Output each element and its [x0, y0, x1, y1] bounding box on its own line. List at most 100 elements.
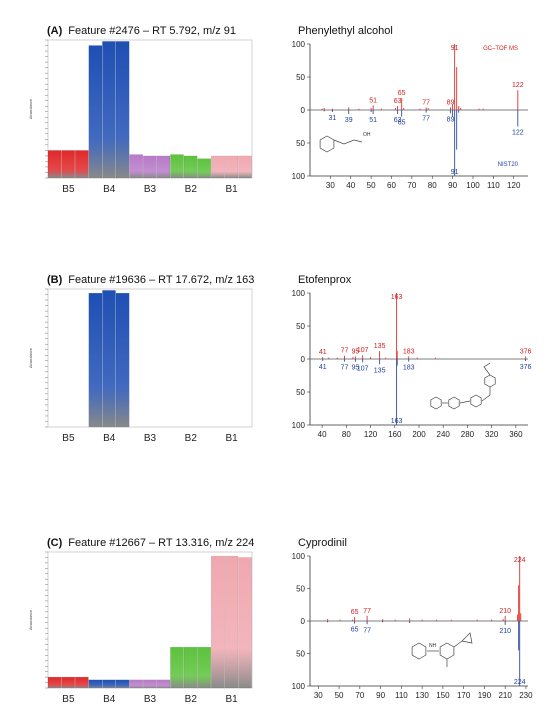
bar-b4	[102, 290, 116, 428]
bar-b5	[75, 676, 89, 689]
panel-c-compound: Cyprodinil	[298, 537, 347, 549]
x-tick-label: 30	[314, 691, 323, 700]
panel-a-letter: (A)	[47, 25, 63, 37]
bond-icon	[483, 362, 491, 376]
x-tick-label: 210	[498, 691, 512, 700]
bar-b1	[210, 555, 225, 689]
sample-peak-label: 77	[363, 608, 371, 615]
bar-b5	[75, 150, 89, 179]
y-tick-label: 100	[292, 682, 306, 691]
bar-b3	[142, 679, 157, 689]
bond-icon	[333, 139, 363, 145]
bar-b3	[156, 679, 171, 689]
bar-b2	[197, 158, 212, 179]
x-tick-label: 230	[519, 691, 533, 700]
bar-b4	[102, 41, 116, 179]
x-tick-label: 70	[355, 691, 364, 700]
bar-b2	[170, 646, 184, 689]
library-peak-label: 224	[514, 679, 526, 686]
sample-peak-label: 89	[447, 99, 455, 106]
x-tick-label: 280	[461, 430, 475, 439]
x-tick-label: 240	[437, 430, 451, 439]
bar-b4	[88, 45, 103, 179]
panel-b-feature: Feature #19636 – RT 17.672, m/z 163	[68, 274, 255, 286]
x-tick-label: 170	[457, 691, 471, 700]
bar-b1	[224, 155, 239, 179]
x-tick-label: 50	[335, 691, 344, 700]
y-tick-label: 100	[292, 552, 306, 561]
sample-peak-label: 122	[512, 82, 524, 89]
x-tick-label: 110	[487, 181, 500, 190]
y-tick-label: 50	[296, 139, 305, 148]
category-label: B2	[185, 694, 198, 705]
x-tick-label: 150	[436, 691, 450, 700]
library-peak-label: 77	[422, 116, 430, 123]
category-label: B5	[62, 184, 75, 195]
category-label: B2	[185, 433, 198, 444]
library-peak-label: 39	[345, 117, 353, 124]
library-peak-label: 183	[403, 365, 415, 372]
sample-peak-label: 224	[514, 557, 526, 564]
x-tick-label: 190	[478, 691, 492, 700]
bar-b4	[115, 41, 130, 179]
structure-label: OH	[363, 132, 371, 138]
bar-b2	[197, 646, 212, 689]
panel-b-mass-spectrum: 100 50 0 50 100 40 80 120 160 200 240 280 320 360 41 77…	[292, 289, 532, 439]
x-tick-label: 50	[367, 181, 376, 190]
library-peak-label: 77	[341, 365, 349, 372]
library-peak-label: 89	[447, 116, 455, 123]
y-axis-label: Abundance	[28, 347, 33, 368]
x-tick-label: 80	[342, 430, 351, 439]
bar-b4	[115, 679, 130, 689]
bar-b2	[170, 154, 184, 179]
x-tick-label: 130	[415, 691, 429, 700]
molecule-structure-icon	[430, 362, 496, 410]
bar-b4	[115, 292, 130, 428]
category-label: B1	[225, 694, 238, 705]
panel-b-title: (B) Feature #19636 – RT 17.672, m/z 163	[47, 274, 254, 286]
sample-peak-label: 210	[499, 608, 511, 615]
y-tick-label: 100	[292, 40, 306, 49]
library-peak-label: 51	[369, 117, 377, 124]
panel-b-letter: (B)	[47, 274, 63, 286]
x-tick-label: 120	[364, 430, 378, 439]
library-peak-label: 63	[394, 117, 402, 124]
bar-b1	[210, 155, 225, 179]
bar-b3	[156, 155, 171, 179]
bond-icon	[453, 640, 463, 648]
molecule-structure-icon	[319, 135, 363, 153]
bar-b1	[238, 557, 252, 689]
panel-a-abundance-chart: Abundance B5 B4 B3 B2 B1	[28, 39, 253, 195]
sample-peak-label: 63	[394, 98, 402, 105]
panel-c-title: (C) Feature #12667 – RT 13.316, m/z 224	[47, 537, 254, 549]
category-label: B2	[185, 184, 198, 195]
y-tick-label: 50	[296, 388, 305, 397]
legend-sample: GC–TOF MS	[483, 46, 518, 52]
sample-peak-label: 51	[369, 97, 377, 104]
library-peak-label: 376	[520, 364, 532, 371]
sample-peak-label: 91	[451, 45, 459, 52]
library-peak-label: 210	[499, 628, 511, 635]
category-label: B4	[103, 694, 116, 705]
ring-icon	[484, 374, 496, 388]
legend-library: NIST20	[498, 162, 519, 168]
bar-b1	[224, 555, 239, 689]
panel-a-compound: Phenylethyl alcohol	[298, 25, 393, 37]
y-tick-label: 50	[296, 650, 305, 659]
ring-icon	[470, 394, 482, 408]
x-tick-label: 160	[388, 430, 402, 439]
x-tick-label: 90	[448, 181, 457, 190]
library-peak-label: 95	[352, 365, 360, 372]
bar-b5	[47, 676, 62, 689]
sample-peak-label: 77	[341, 348, 349, 355]
category-label: B1	[225, 184, 238, 195]
panel-b-abundance-chart: Abundance B5 B4 B3 B2 B1	[28, 288, 253, 444]
bond-icon	[481, 387, 491, 402]
bar-b4	[88, 679, 103, 689]
ring-icon	[448, 396, 460, 410]
x-tick-label: 60	[387, 181, 396, 190]
y-tick-label: 50	[296, 585, 305, 594]
y-tick-label: 0	[301, 355, 306, 364]
y-tick-label: 100	[292, 421, 306, 430]
panel-a-title: (A) Feature #2476 – RT 5.792, m/z 91	[47, 25, 236, 37]
